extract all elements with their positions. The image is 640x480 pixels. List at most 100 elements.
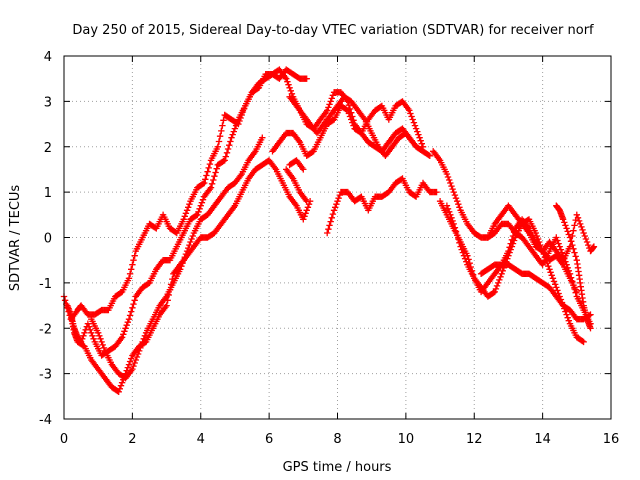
data-point (546, 266, 553, 273)
data-point (207, 184, 215, 191)
data-point (346, 113, 354, 120)
data-series-4 (88, 134, 266, 382)
data-point (444, 173, 452, 181)
data-point (350, 122, 357, 129)
data-point (218, 127, 225, 135)
data-point (565, 317, 572, 324)
data-point (533, 232, 541, 240)
data-point (332, 204, 339, 211)
data-series-14 (484, 202, 598, 264)
data-point (536, 238, 543, 246)
data-point (138, 341, 145, 349)
data-point (495, 279, 502, 287)
data-point (553, 234, 560, 241)
data-point (570, 227, 577, 234)
data-series-13 (477, 261, 594, 323)
data-point (303, 207, 310, 214)
data-point (303, 198, 310, 205)
data-point (118, 334, 126, 341)
data-point (508, 243, 516, 250)
grid (64, 56, 611, 419)
data-point (130, 257, 137, 264)
data-point (259, 134, 266, 141)
data-point (178, 263, 185, 270)
x-tick-label: 0 (60, 432, 68, 447)
x-tick-label: 8 (333, 432, 341, 447)
data-point (131, 359, 138, 367)
data-point (414, 128, 421, 135)
data-point (187, 238, 194, 246)
data-point (90, 335, 97, 342)
data-point (224, 145, 232, 153)
data-point (99, 341, 106, 349)
data-point (345, 110, 353, 117)
data-point (557, 246, 565, 253)
data-point (443, 170, 451, 178)
data-point (88, 329, 95, 336)
data-point (141, 332, 149, 339)
data-point (455, 201, 462, 208)
data-point (179, 260, 186, 267)
data-point (231, 125, 239, 132)
chart-title: Day 250 of 2015, Sidereal Day-to-day VTE… (72, 23, 594, 38)
data-point (121, 328, 128, 335)
data-point (133, 353, 141, 361)
data-point (87, 326, 94, 333)
y-tick-label: 3 (44, 95, 52, 110)
data-point (228, 134, 235, 141)
data-point (573, 211, 580, 218)
data-point (122, 325, 129, 332)
data-point (415, 131, 422, 138)
y-tick-label: -1 (39, 277, 52, 292)
data-point (201, 179, 208, 187)
data-point (198, 199, 206, 206)
data-point (325, 104, 332, 111)
data-point (287, 87, 294, 94)
data-point (126, 312, 134, 319)
data-point (452, 228, 460, 235)
data-point (570, 245, 577, 252)
data-point (547, 269, 554, 276)
data-point (197, 202, 204, 209)
data-point (124, 364, 131, 371)
data-point (117, 382, 125, 389)
data-point (211, 173, 218, 180)
data-point (409, 139, 416, 146)
data-point (545, 263, 552, 270)
data-point (447, 211, 454, 218)
data-series-15 (553, 202, 594, 332)
data-point (182, 210, 190, 217)
data-series-7 (283, 166, 310, 205)
data-series-2 (64, 66, 427, 359)
data-point (302, 210, 309, 217)
data-point (542, 257, 550, 264)
data-point (300, 216, 307, 223)
y-tick-label: 2 (44, 141, 52, 156)
data-point (100, 344, 108, 352)
data-point (505, 252, 512, 259)
data-point (567, 238, 575, 245)
data-point (199, 180, 207, 187)
data-point (448, 182, 455, 190)
data-point (496, 276, 503, 284)
data-point (136, 347, 143, 355)
data-point (204, 168, 211, 175)
data-point (220, 157, 227, 165)
data-point (563, 225, 570, 232)
data-point (183, 207, 191, 214)
plot-frame (63, 55, 612, 420)
data-point (89, 332, 96, 339)
data-point (189, 232, 196, 240)
data-point (324, 229, 331, 237)
data-point (416, 134, 423, 141)
data-point (80, 332, 87, 339)
data-point (451, 191, 459, 199)
data-point (450, 220, 457, 228)
data-point (573, 288, 580, 296)
data-point (219, 122, 226, 129)
series-line (63, 68, 308, 320)
data-point (229, 131, 236, 138)
data-point (84, 320, 92, 327)
data-point (490, 289, 497, 296)
data-point (581, 232, 588, 240)
